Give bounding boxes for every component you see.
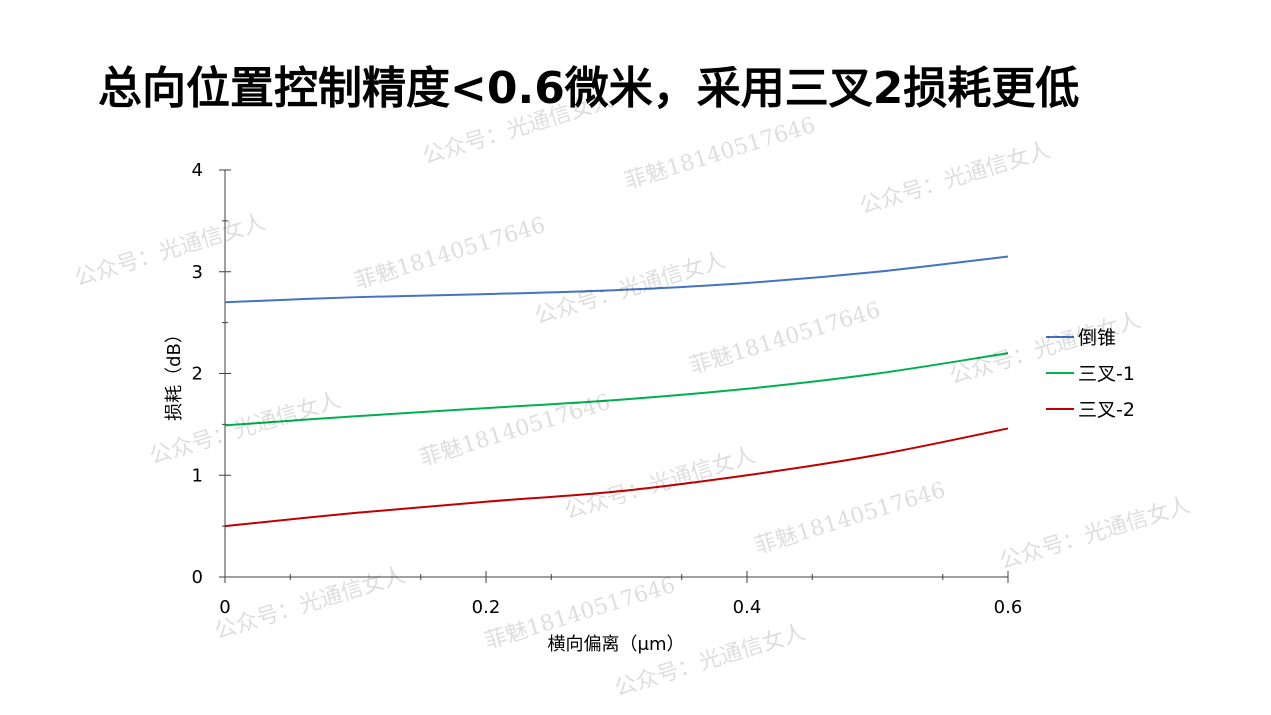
x-tick-label: 0.6 [994,597,1023,618]
x-tick-label: 0.4 [733,597,762,618]
y-tick-label: 2 [192,364,203,385]
x-tick-label: 0.2 [472,597,501,618]
y-tick-label: 1 [192,465,203,486]
y-tick-label: 4 [192,160,203,181]
chart-axes: 0 1 2 3 4 0 0.2 0.4 0.6 [192,160,1023,618]
legend-label-2: 三叉-1 [1078,363,1135,385]
legend-label-1: 倒锥 [1078,327,1116,349]
chart-series [224,255,1009,528]
y-tick-label: 0 [192,567,203,588]
page-title: 总向位置控制精度<0.6微米，采用三叉2损耗更低 [98,63,1080,114]
x-tick-label: 0 [219,597,230,618]
x-axis-label: 横向偏离（μm） [548,634,685,655]
series-line-3 [224,427,1009,528]
y-tick-label: 3 [192,262,203,283]
legend-label-3: 三叉-2 [1078,399,1135,421]
series-line-2 [224,352,1009,427]
series-line-1 [224,255,1009,304]
y-axis-label: 损耗（dB） [164,325,185,421]
